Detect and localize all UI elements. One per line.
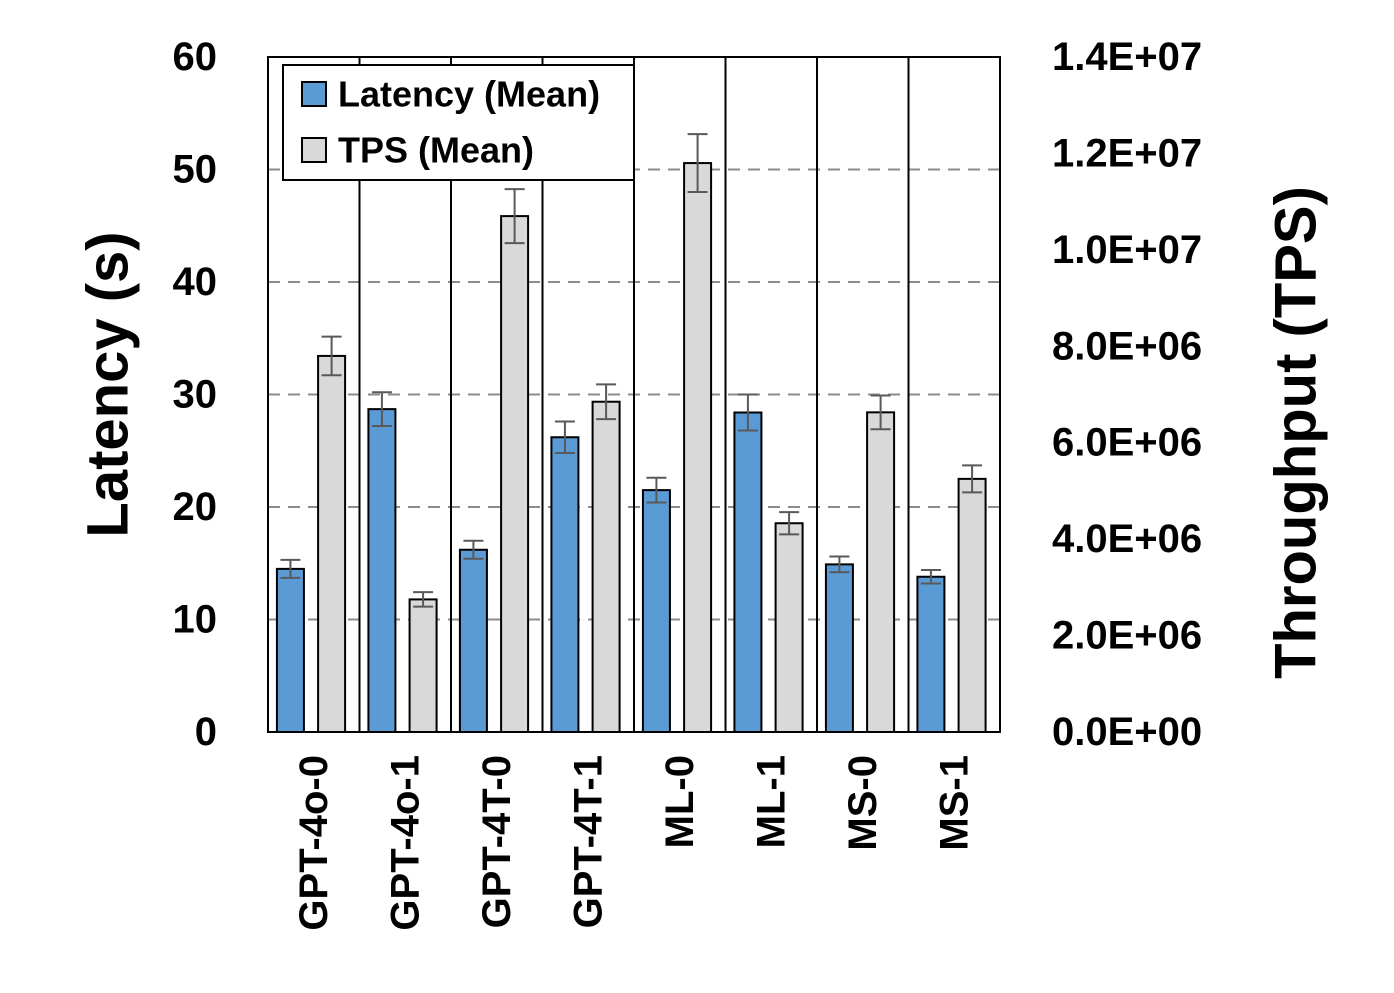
x-axis-ticks: GPT-4o-0 GPT-4o-1 GPT-4T-0 GPT-4T-1 ML-0 ML-1… [292,755,977,931]
plot-frame [267,56,1001,733]
x-tick-label: GPT-4T-0 [475,755,519,928]
bars [275,162,987,734]
bar-tps [774,522,804,733]
bar-tps [957,477,987,733]
legend-swatch-tps [301,137,327,163]
left-tick-label: 40 [173,260,218,304]
right-tick-label: 2.0E+06 [1052,614,1202,658]
bar-latency [824,563,854,733]
bar-tps [500,215,530,734]
left-tick-label: 10 [173,598,218,642]
legend-box [282,64,635,181]
bar-latency [458,548,488,733]
bar-latency [641,489,671,733]
right-tick-label: 1.2E+07 [1052,131,1202,175]
bar-tps [591,400,621,733]
right-axis-ticks: 0.0E+00 2.0E+06 4.0E+06 6.0E+06 8.0E+06 1.0E+… [1052,35,1202,754]
bar-latency [733,411,763,733]
bar-tps [317,354,347,733]
right-tick-label: 4.0E+06 [1052,517,1202,561]
left-tick-label: 30 [173,373,218,417]
x-tick-label: GPT-4o-0 [292,755,336,931]
x-tick-label: ML-1 [749,755,793,848]
left-tick-label: 60 [173,35,218,79]
right-tick-label: 6.0E+06 [1052,421,1202,465]
legend-label-latency: Latency (Mean) [338,74,600,115]
error-bars [280,133,983,608]
left-axis-title: Latency (s) [76,231,141,537]
legend: Latency (Mean) TPS (Mean) [282,64,635,181]
x-tick-label: GPT-4o-1 [383,755,427,931]
bar-tps [408,598,438,733]
right-tick-label: 8.0E+06 [1052,324,1202,368]
x-tick-label: MS-1 [932,755,976,851]
bar-tps [683,162,713,734]
right-axis-title: Throughput (TPS) [1264,186,1329,679]
left-tick-label: 50 [173,148,218,192]
x-tick-label: ML-0 [658,755,702,848]
right-tick-label: 1.0E+07 [1052,228,1202,272]
x-tick-label: MS-0 [841,755,885,851]
bar-latency [275,567,305,733]
left-tick-label: 20 [173,485,218,529]
bar-latency [367,408,397,733]
right-tick-label: 1.4E+07 [1052,35,1202,79]
legend-swatch-latency [301,81,327,107]
legend-label-tps: TPS (Mean) [338,130,534,171]
left-axis-ticks: 0 10 20 30 40 50 60 [173,35,218,754]
x-tick-label: GPT-4T-1 [566,755,610,928]
left-tick-label: 0 [195,710,217,754]
bar-latency [550,436,580,733]
bar-latency [916,575,946,733]
bar-tps [866,411,896,733]
right-tick-label: 0.0E+00 [1052,710,1202,754]
